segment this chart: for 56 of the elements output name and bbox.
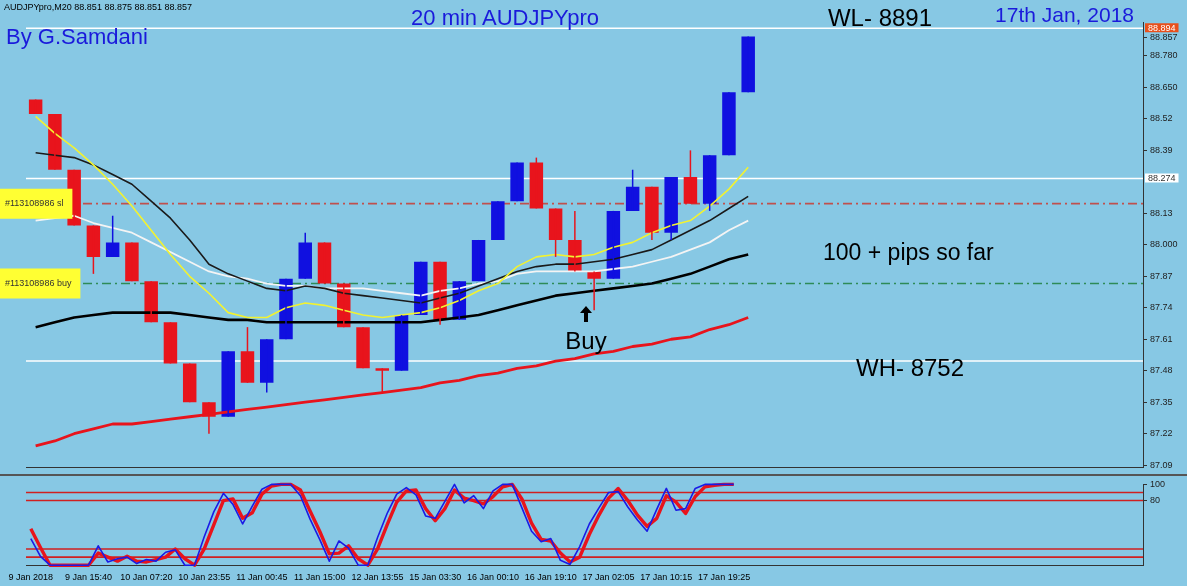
- y-tick-label: 88.52: [1150, 113, 1173, 124]
- y-tick-label: 88.780: [1150, 50, 1178, 61]
- y-tick-label: 100: [1150, 478, 1166, 489]
- y-tick-label: 87.87: [1150, 270, 1173, 281]
- x-tick-label: 10 Jan 23:55: [178, 572, 231, 583]
- candlestick: [86, 224, 101, 275]
- annotation: WH- 8752: [855, 354, 965, 381]
- ref-line-label: #113108986 sl: [5, 198, 64, 209]
- x-tick-label: 16 Jan 00:10: [467, 572, 520, 583]
- y-tick-label: 87.09: [1150, 459, 1173, 470]
- x-tick-label: 17 Jan 19:25: [698, 572, 751, 583]
- y-tick-label: 88.857: [1150, 31, 1178, 42]
- annotation: 17th Jan, 2018: [995, 3, 1134, 26]
- y-tick-label: 87.22: [1150, 428, 1173, 439]
- candlestick: [240, 326, 255, 384]
- y-tick-label: 88.650: [1150, 81, 1178, 92]
- candlestick: [491, 200, 505, 241]
- x-tick-label: 17 Jan 02:05: [582, 572, 635, 583]
- candlestick: [182, 362, 197, 403]
- y-tick-label: 87.48: [1150, 365, 1173, 376]
- ref-line-label: 88.274: [1148, 172, 1176, 183]
- x-tick-label: 9 Jan 2018: [8, 572, 54, 583]
- x-tick-label: 11 Jan 00:45: [236, 572, 288, 583]
- candlestick: [414, 261, 428, 316]
- candlestick: [375, 367, 390, 394]
- candlestick: [298, 231, 312, 280]
- annotation: Buy: [565, 327, 607, 354]
- ref-line-label: #113108986 buy: [5, 278, 72, 289]
- annotation: 100 + pips so far: [823, 239, 995, 265]
- y-tick-label: 87.74: [1150, 302, 1173, 313]
- candlestick: [259, 338, 274, 394]
- annotation: WL- 8891: [827, 4, 933, 31]
- x-tick-label: 11 Jan 15:00: [294, 572, 346, 583]
- x-tick-label: 15 Jan 03:30: [409, 572, 462, 583]
- x-tick-label: 12 Jan 13:55: [351, 572, 404, 583]
- x-tick-label: 9 Jan 15:40: [65, 572, 113, 583]
- y-tick-label: 87.61: [1150, 333, 1173, 344]
- text: AUDJPYpro,M20 88.851 88.875 88.851 88.857: [4, 2, 192, 12]
- y-tick-label: 88.13: [1150, 207, 1173, 218]
- candlestick: [683, 149, 698, 205]
- candlestick: [317, 241, 332, 285]
- x-tick-label: 16 Jan 19:10: [524, 572, 577, 583]
- candlestick: [471, 239, 486, 282]
- x-tick-label: 17 Jan 10:15: [640, 572, 693, 583]
- candlestick: [510, 161, 524, 202]
- candlestick: [125, 241, 139, 282]
- candlestick: [548, 207, 563, 258]
- candlestick: [105, 214, 120, 258]
- x-tick-label: 10 Jan 07:20: [120, 572, 173, 583]
- y-tick-label: 80: [1150, 495, 1161, 506]
- y-tick-label: 88.39: [1150, 144, 1173, 155]
- y-tick-label: 88.000: [1150, 239, 1178, 250]
- y-tick-label: 87.35: [1150, 396, 1173, 407]
- chart-title: 20 min AUDJPYpro: [411, 5, 599, 30]
- ref-line-label: 88.894: [1148, 22, 1176, 33]
- annotation: By G.Samdani: [6, 24, 148, 49]
